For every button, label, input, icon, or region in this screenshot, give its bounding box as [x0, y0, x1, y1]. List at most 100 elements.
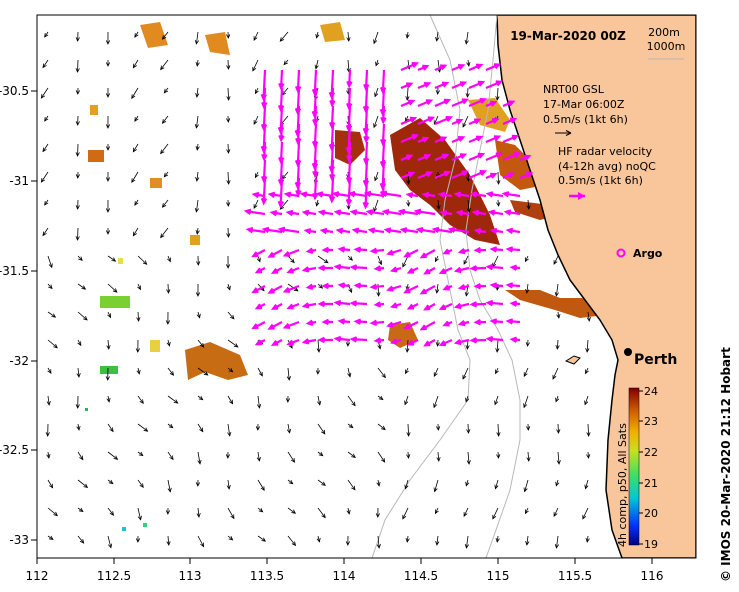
argo-label: Argo [633, 247, 663, 260]
radar-velocity-arrow [453, 266, 470, 274]
model-velocity-arrow [107, 535, 113, 549]
model-velocity-arrow [435, 283, 440, 294]
model-velocity-arrow [131, 171, 139, 184]
model-velocity-arrow [163, 87, 169, 94]
plot-frame [36, 14, 697, 559]
radar-velocity-arrow [437, 191, 453, 198]
radar-velocity-arrow [519, 171, 534, 180]
model-velocity-arrow [555, 479, 560, 487]
model-velocity-arrow [77, 507, 84, 513]
model-velocity-arrow [315, 31, 320, 39]
model-velocity-arrow [373, 31, 379, 45]
sst-patch [468, 98, 510, 132]
radar-velocity-arrow [321, 282, 334, 290]
model-velocity-arrow [76, 423, 81, 431]
model-velocity-arrow [347, 395, 356, 407]
sst-patch [505, 290, 605, 318]
radar-velocity-arrow [455, 209, 470, 217]
model-velocity-arrow [496, 451, 501, 459]
radar-velocity-arrow [417, 136, 430, 144]
radar-velocity-arrow [485, 63, 502, 72]
radar-velocity-arrow [502, 100, 516, 108]
model-velocity-arrow [466, 451, 471, 465]
model-velocity-arrow [77, 283, 87, 290]
radar-velocity-arrow [485, 191, 504, 198]
model-velocity-arrow [44, 199, 49, 206]
model-velocity-arrow [197, 423, 204, 433]
model-velocity-arrow [257, 507, 264, 513]
model-velocity-arrow [553, 255, 559, 265]
model-velocity-arrow [283, 59, 289, 66]
model-velocity-arrow [165, 311, 171, 325]
model-velocity-arrow [376, 535, 381, 549]
model-velocity-arrow [40, 87, 49, 99]
radar-velocity-arrow [485, 135, 502, 144]
model-velocity-arrow [77, 535, 85, 544]
x-tick-label: 113.5 [250, 569, 284, 583]
radar-velocity-arrow [451, 135, 466, 144]
model-velocity-arrow [105, 227, 111, 235]
model-velocity-arrow [495, 535, 500, 543]
model-velocity-arrow [226, 199, 231, 207]
model-velocity-arrow [257, 535, 267, 542]
model-velocity-arrow [195, 59, 200, 67]
radar-velocity-arrow [386, 248, 402, 256]
model-velocity-arrow [227, 367, 234, 373]
model-velocity-arrow [252, 59, 259, 72]
model-velocity-arrow [160, 143, 169, 155]
model-velocity-arrow [402, 507, 409, 520]
model-velocity-arrow [44, 115, 49, 122]
model-velocity-arrow [554, 283, 559, 297]
radar-velocity-arrow [417, 99, 434, 108]
model-velocity-arrow [107, 507, 115, 516]
radar-velocity-arrow [373, 301, 385, 308]
model-velocity-arrow [525, 339, 530, 347]
model-velocity-arrow [135, 339, 140, 353]
model-velocity-arrow [314, 59, 319, 70]
model-velocity-arrow [464, 31, 469, 45]
model-velocity-arrow [226, 283, 231, 291]
model-velocity-arrow [132, 227, 139, 237]
model-velocity-arrow [402, 255, 409, 268]
model-velocity-arrow [194, 115, 199, 129]
model-velocity-arrow [406, 199, 411, 207]
model-velocity-arrow [526, 199, 531, 210]
model-velocity-arrow [75, 199, 80, 210]
model-velocity-arrow [555, 339, 560, 350]
model-velocity-arrow [495, 367, 499, 375]
model-velocity-arrow [405, 31, 410, 39]
model-legend-arrow [555, 130, 572, 136]
colorbar-caption: 4h comp, p50, All Sats [616, 423, 629, 547]
radar-velocity-arrow [509, 336, 521, 343]
model-velocity-arrow [347, 479, 356, 491]
sst-patch [143, 523, 147, 527]
model-velocity-arrow [466, 199, 471, 213]
model-velocity-arrow [466, 59, 471, 67]
model-velocity-arrow [47, 255, 53, 269]
model-velocity-arrow [433, 367, 439, 378]
y-tick-label: -30.5 [0, 84, 29, 98]
model-velocity-arrow [315, 367, 321, 375]
radar-velocity-arrow [335, 227, 351, 234]
model-velocity-arrow [463, 255, 469, 265]
radar-velocity-arrow [505, 282, 521, 289]
model-legend-line1: NRT00 GSL [543, 83, 605, 96]
radar-velocity-arrow [400, 82, 414, 90]
radar-velocity-arrow [413, 208, 436, 216]
radar-velocity-arrow [389, 266, 402, 273]
isobath-label-200m: 200m [648, 26, 680, 39]
model-velocity-arrow [435, 31, 440, 42]
radar-velocity-arrow [245, 226, 266, 234]
model-velocity-arrow [106, 339, 111, 350]
model-velocity-arrow [105, 87, 111, 98]
radar-velocity-arrow [468, 98, 487, 108]
radar-velocity-arrow [453, 191, 470, 198]
model-velocity-arrow [163, 171, 169, 178]
radar-velocity-arrow [469, 191, 487, 198]
radar-velocity-arrow [373, 337, 385, 344]
model-velocity-arrow [105, 143, 111, 151]
radar-velocity-arrow [333, 299, 351, 307]
radar-velocity-arrow [285, 209, 300, 217]
radar-velocity-arrow [347, 190, 368, 198]
